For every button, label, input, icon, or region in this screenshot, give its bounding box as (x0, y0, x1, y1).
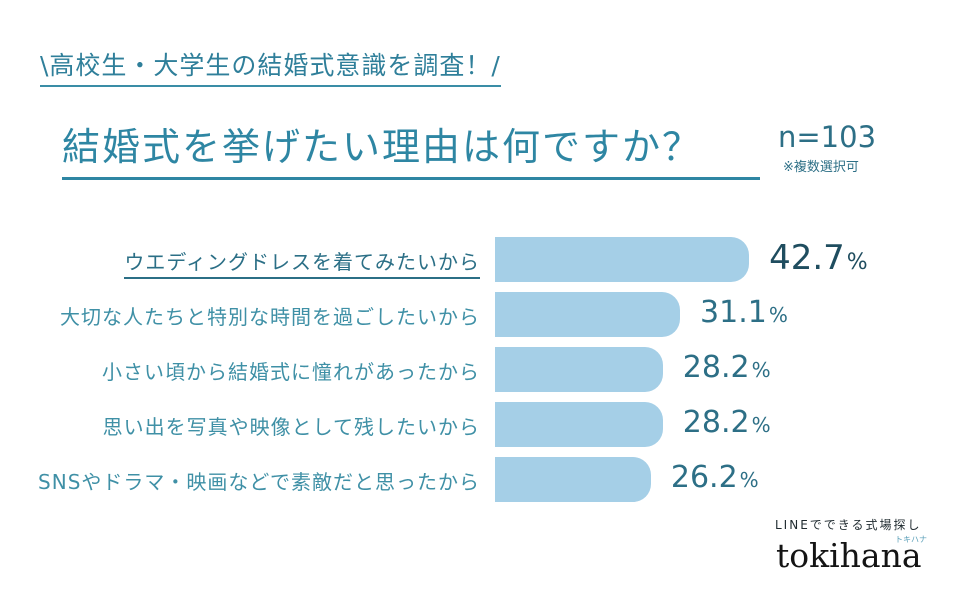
multi-select-note: ※複数選択可 (783, 160, 859, 175)
category-label: SNSやドラマ・映画などで素敵だと思ったから (38, 470, 480, 494)
value-label: 31.1% (700, 295, 788, 330)
brand-tagline: LINEでできる式場探し (775, 518, 922, 532)
bar (495, 292, 681, 337)
category-label: 小さい頃から結婚式に憧れがあったから (102, 360, 480, 384)
bar (495, 347, 663, 392)
value-label: 28.2% (682, 405, 771, 440)
bar (495, 402, 663, 447)
brand-logo: tokihana (776, 536, 922, 575)
chart-title: 結婚式を挙げたい理由は何ですか？ (62, 116, 760, 180)
bar (495, 457, 651, 502)
survey-subtitle: \高校生・大学生の結婚式意識を調査！/ (40, 46, 501, 87)
value-label: 26.2% (670, 460, 759, 495)
value-label: 28.2% (682, 350, 771, 385)
category-label: 大切な人たちと特別な時間を過ごしたいから (60, 305, 480, 329)
value-label: 42.7% (769, 238, 868, 278)
category-label: 思い出を写真や映像として残したいから (102, 415, 480, 439)
brand-kana: トキハナ (895, 535, 927, 544)
sample-size: n=103 (778, 120, 877, 154)
bar (495, 237, 750, 282)
category-label: ウエディングドレスを着てみたいから (124, 246, 480, 279)
